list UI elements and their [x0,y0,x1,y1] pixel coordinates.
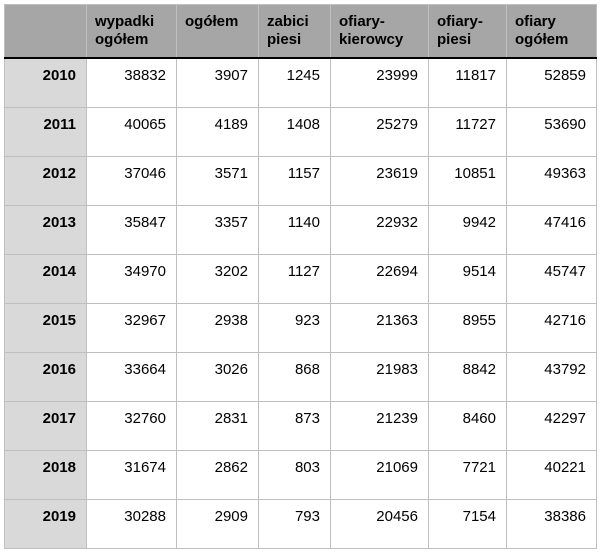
cell: 22932 [331,205,429,254]
cell: 923 [259,303,331,352]
row-year: 2011 [5,107,87,156]
row-year: 2016 [5,352,87,401]
cell: 2831 [177,401,259,450]
table-row: 2010 38832 3907 1245 23999 11817 52859 [5,58,597,107]
cell: 23999 [331,58,429,107]
cell: 21069 [331,450,429,499]
cell: 3357 [177,205,259,254]
cell: 2909 [177,499,259,548]
cell: 2938 [177,303,259,352]
table-row: 2012 37046 3571 1157 23619 10851 49363 [5,156,597,205]
cell: 49363 [507,156,597,205]
cell: 4189 [177,107,259,156]
row-year: 2017 [5,401,87,450]
cell: 9514 [429,254,507,303]
table-row: 2013 35847 3357 1140 22932 9942 47416 [5,205,597,254]
cell: 21239 [331,401,429,450]
cell: 8460 [429,401,507,450]
cell: 1408 [259,107,331,156]
cell: 42297 [507,401,597,450]
cell: 1157 [259,156,331,205]
cell: 3026 [177,352,259,401]
cell: 40065 [87,107,177,156]
accidents-table: wypadki ogółem ogółem zabici piesi ofiar… [4,4,597,549]
col-header-ogolem: ogółem [177,5,259,59]
cell: 3907 [177,58,259,107]
cell: 1127 [259,254,331,303]
row-year: 2010 [5,58,87,107]
table-body: 2010 38832 3907 1245 23999 11817 52859 2… [5,58,597,548]
cell: 35847 [87,205,177,254]
row-year: 2018 [5,450,87,499]
cell: 8955 [429,303,507,352]
table-row: 2017 32760 2831 873 21239 8460 42297 [5,401,597,450]
cell: 11727 [429,107,507,156]
row-year: 2013 [5,205,87,254]
cell: 34970 [87,254,177,303]
cell: 7721 [429,450,507,499]
cell: 37046 [87,156,177,205]
cell: 38832 [87,58,177,107]
cell: 3202 [177,254,259,303]
cell: 1245 [259,58,331,107]
cell: 9942 [429,205,507,254]
cell: 38386 [507,499,597,548]
cell: 793 [259,499,331,548]
col-header-wypadki: wypadki ogółem [87,5,177,59]
cell: 42716 [507,303,597,352]
table-row: 2018 31674 2862 803 21069 7721 40221 [5,450,597,499]
row-year: 2012 [5,156,87,205]
table-row: 2016 33664 3026 868 21983 8842 43792 [5,352,597,401]
cell: 47416 [507,205,597,254]
table-row: 2019 30288 2909 793 20456 7154 38386 [5,499,597,548]
cell: 20456 [331,499,429,548]
cell: 43792 [507,352,597,401]
col-header-ofiary-piesi: ofiary-piesi [429,5,507,59]
table-row: 2015 32967 2938 923 21363 8955 42716 [5,303,597,352]
col-header-zabici-piesi: zabici piesi [259,5,331,59]
cell: 868 [259,352,331,401]
cell: 7154 [429,499,507,548]
cell: 45747 [507,254,597,303]
cell: 1140 [259,205,331,254]
cell: 30288 [87,499,177,548]
col-header-blank [5,5,87,59]
row-year: 2014 [5,254,87,303]
cell: 31674 [87,450,177,499]
table-header: wypadki ogółem ogółem zabici piesi ofiar… [5,5,597,59]
cell: 10851 [429,156,507,205]
cell: 803 [259,450,331,499]
table-row: 2011 40065 4189 1408 25279 11727 53690 [5,107,597,156]
cell: 33664 [87,352,177,401]
cell: 22694 [331,254,429,303]
cell: 52859 [507,58,597,107]
cell: 32967 [87,303,177,352]
cell: 11817 [429,58,507,107]
cell: 53690 [507,107,597,156]
cell: 21983 [331,352,429,401]
col-header-ofiary-kierowcy: ofiary-kierowcy [331,5,429,59]
table-row: 2014 34970 3202 1127 22694 9514 45747 [5,254,597,303]
cell: 2862 [177,450,259,499]
cell: 32760 [87,401,177,450]
cell: 25279 [331,107,429,156]
cell: 40221 [507,450,597,499]
row-year: 2019 [5,499,87,548]
cell: 3571 [177,156,259,205]
cell: 23619 [331,156,429,205]
col-header-ofiary-ogolem: ofiary ogółem [507,5,597,59]
cell: 8842 [429,352,507,401]
cell: 873 [259,401,331,450]
row-year: 2015 [5,303,87,352]
cell: 21363 [331,303,429,352]
